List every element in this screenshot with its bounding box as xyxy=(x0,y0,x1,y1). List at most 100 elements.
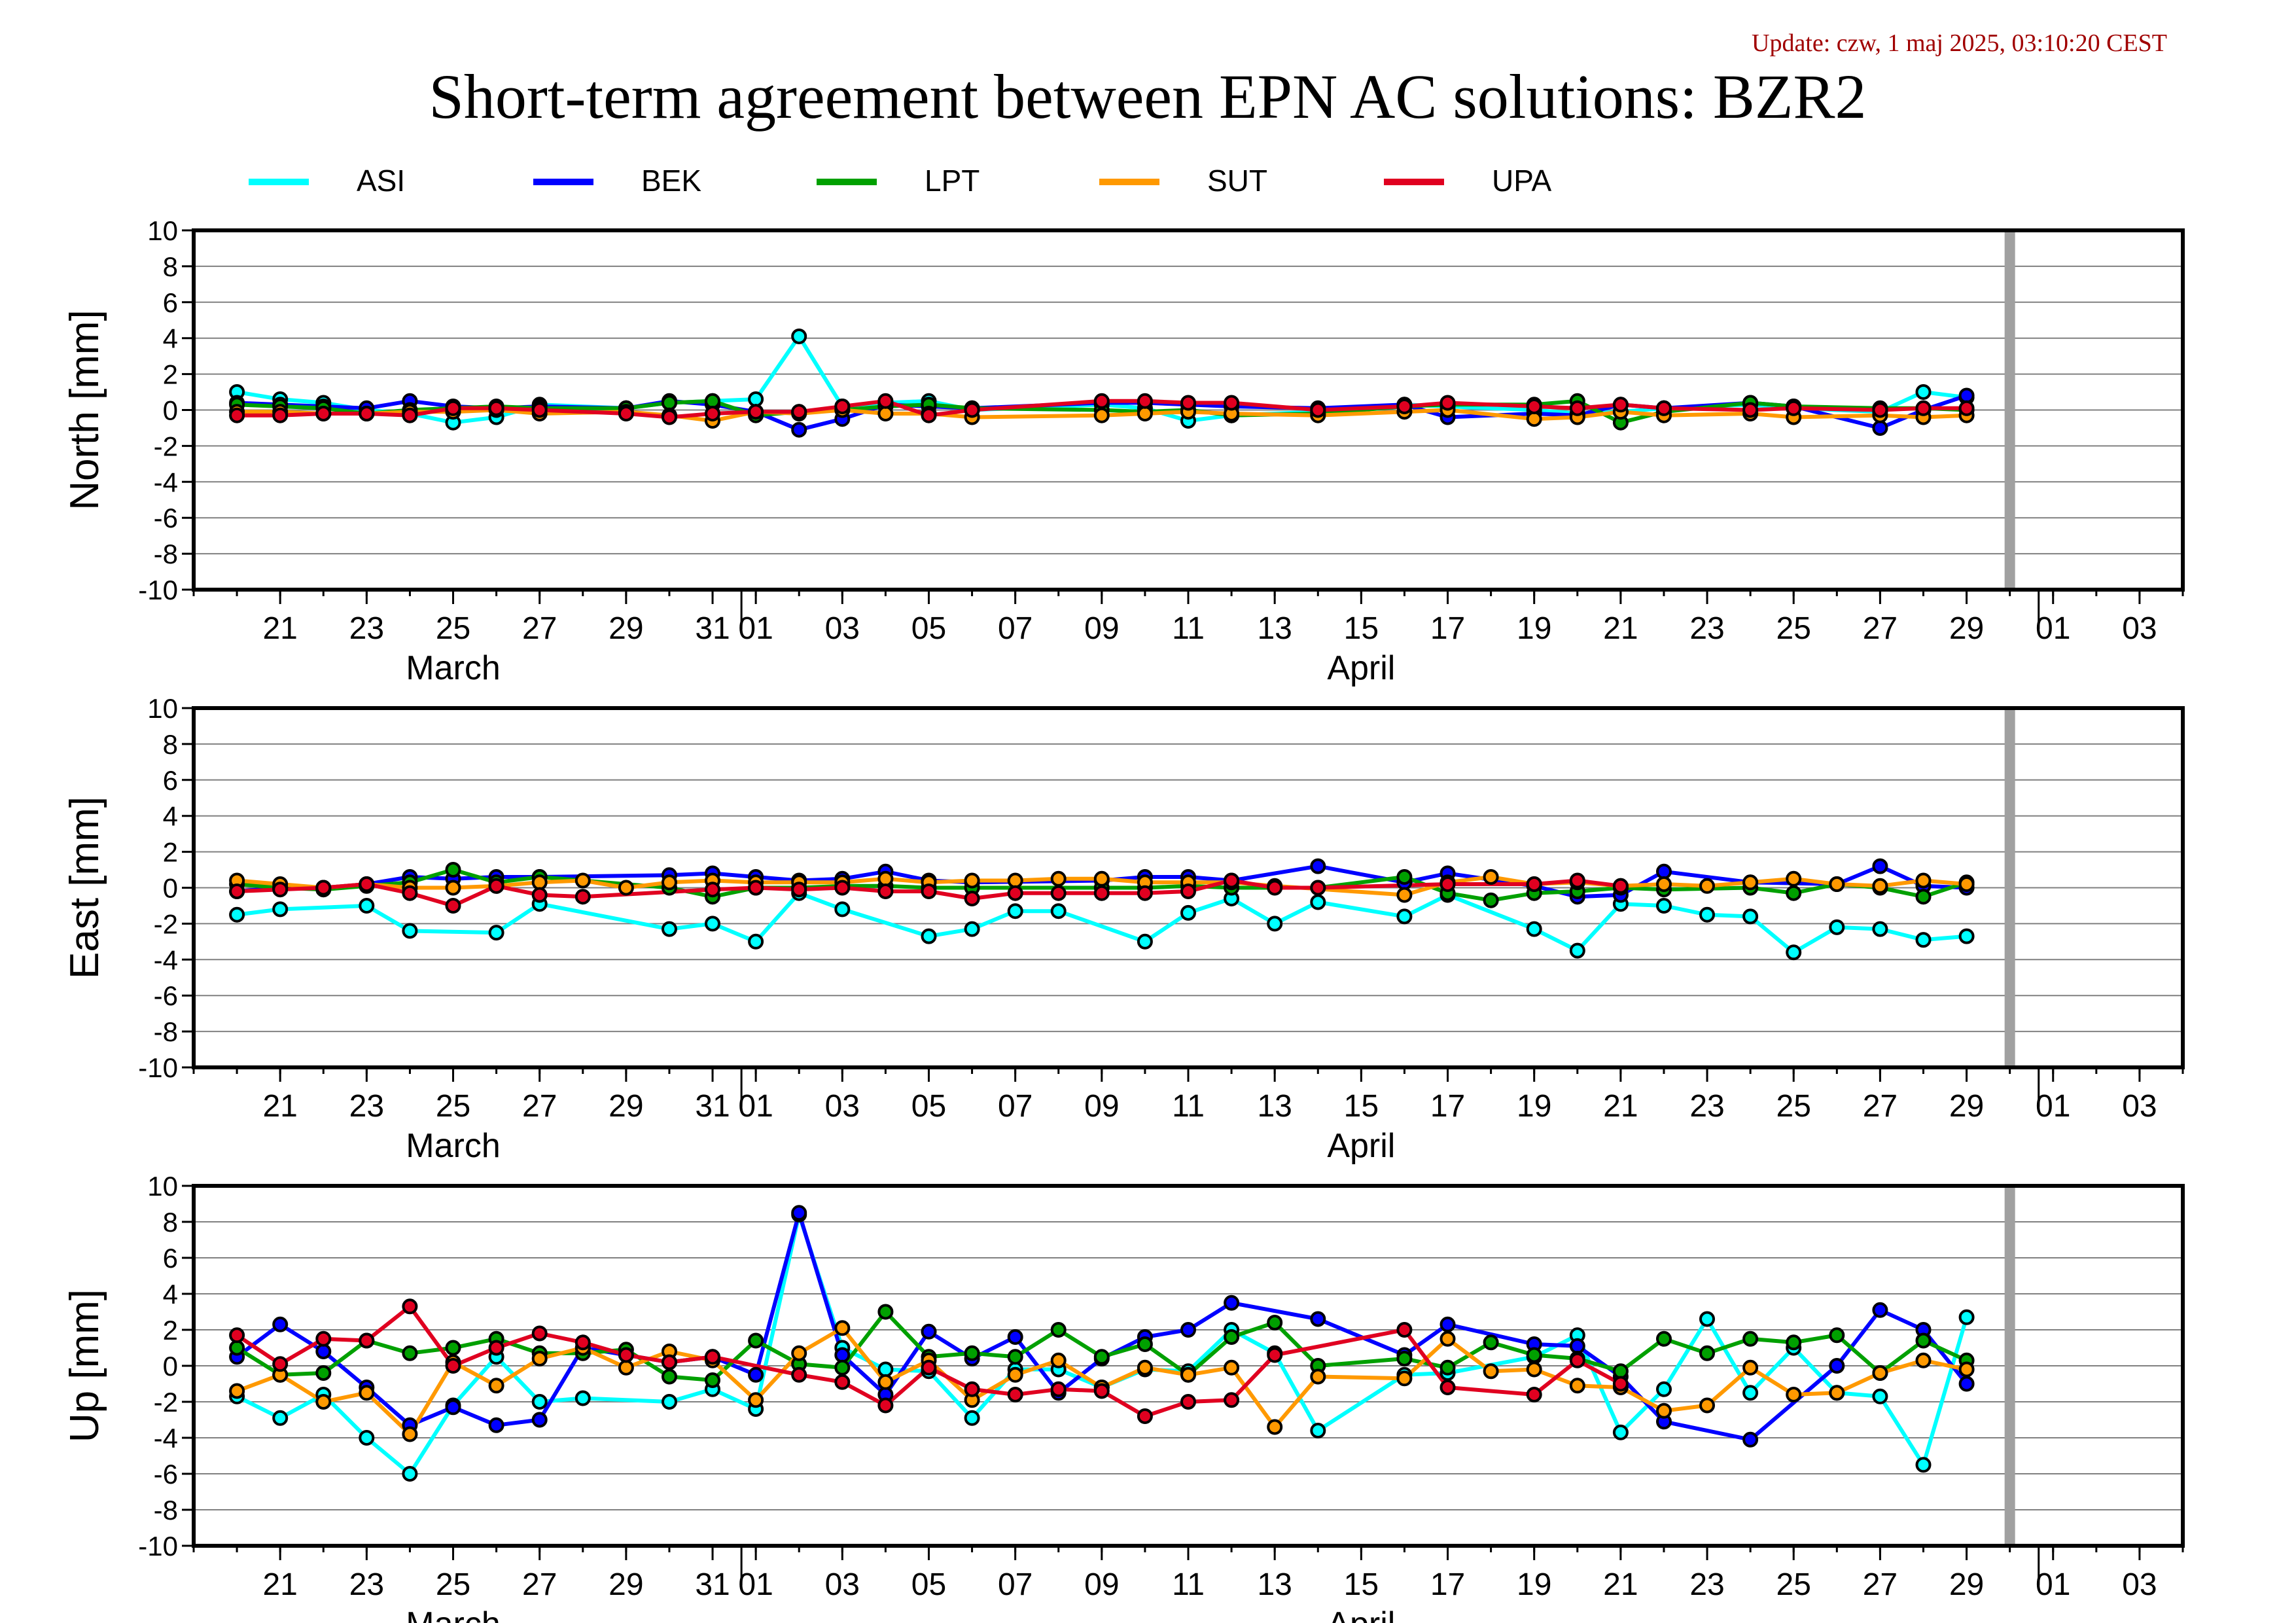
data-point-asi xyxy=(1007,903,1023,919)
y-tick-label: 0 xyxy=(163,1351,178,1382)
x-tick-label: 11 xyxy=(1172,1567,1205,1602)
data-point-bek xyxy=(1742,1431,1759,1448)
data-point-sut xyxy=(1829,1385,1845,1401)
x-tick-label: 31 xyxy=(695,1089,730,1124)
month-label-april: April xyxy=(1327,649,1395,687)
y-tick-label: 6 xyxy=(163,1243,178,1274)
data-point-bek xyxy=(791,1205,807,1221)
data-point-lpt xyxy=(1396,1351,1413,1366)
data-point-upa xyxy=(1396,399,1413,414)
data-point-upa xyxy=(1742,402,1759,418)
x-tick-label: 15 xyxy=(1344,1567,1379,1602)
data-point-upa xyxy=(1612,397,1629,413)
data-point-upa xyxy=(315,1330,332,1347)
x-tick-label: 07 xyxy=(998,611,1033,646)
data-point-upa xyxy=(1224,1392,1240,1408)
x-tick-label: 07 xyxy=(998,1567,1033,1602)
legend-label-asi: ASI xyxy=(357,164,405,198)
data-point-asi xyxy=(1872,1388,1888,1404)
x-tick-label: 21 xyxy=(262,1567,297,1602)
data-point-upa xyxy=(1612,878,1629,894)
y-tick-label: -6 xyxy=(154,503,178,533)
y-tick-label: -6 xyxy=(154,980,178,1011)
data-point-upa xyxy=(1137,393,1153,409)
data-point-bek xyxy=(445,1399,461,1416)
data-point-upa xyxy=(1569,400,1585,416)
data-point-upa xyxy=(531,402,548,418)
y-tick-label: -6 xyxy=(154,1459,178,1489)
data-point-bek xyxy=(1872,858,1888,874)
legend-label-sut: SUT xyxy=(1207,164,1267,198)
data-point-asi xyxy=(359,898,375,914)
data-point-sut xyxy=(1483,1363,1499,1380)
data-point-upa xyxy=(1007,1387,1023,1402)
data-point-sut xyxy=(1093,870,1110,887)
data-point-asi xyxy=(921,928,937,944)
y-axis-title: North [mm] xyxy=(62,310,107,510)
data-point-sut xyxy=(574,872,591,889)
data-point-bek xyxy=(488,1417,504,1433)
data-point-sut xyxy=(445,880,461,896)
x-tick-label: 15 xyxy=(1344,611,1379,646)
data-point-upa xyxy=(445,400,461,416)
data-point-upa xyxy=(1180,395,1196,411)
data-point-bek xyxy=(1569,1338,1585,1354)
update-timestamp: Update: czw, 1 maj 2025, 03:10:20 CEST xyxy=(1752,29,2167,57)
month-label-april: April xyxy=(1327,1605,1395,1623)
data-point-upa xyxy=(1224,872,1240,889)
data-point-sut xyxy=(1699,1397,1715,1414)
data-point-asi xyxy=(1310,894,1326,910)
data-point-upa xyxy=(1396,1322,1413,1338)
data-point-upa xyxy=(662,409,677,425)
data-point-upa xyxy=(445,1358,461,1374)
data-point-lpt xyxy=(1483,892,1499,908)
y-tick-label: 2 xyxy=(163,1315,178,1346)
data-point-bek xyxy=(272,1316,289,1332)
series-line-lpt xyxy=(236,1310,1968,1382)
x-tick-label: 27 xyxy=(522,1089,557,1124)
data-point-asi xyxy=(1137,933,1153,950)
month-label-march: March xyxy=(406,1127,500,1165)
y-tick-label: 10 xyxy=(147,1171,178,1202)
x-tick-label: 25 xyxy=(1776,1567,1811,1602)
data-point-sut xyxy=(1439,1330,1456,1347)
x-tick-label: 09 xyxy=(1084,1567,1119,1602)
data-point-upa xyxy=(1180,1394,1196,1410)
data-point-upa xyxy=(531,887,548,903)
data-point-sut xyxy=(531,874,548,891)
data-point-lpt xyxy=(1439,1359,1456,1376)
data-point-upa xyxy=(834,1374,851,1390)
y-tick-label: -2 xyxy=(154,1387,178,1418)
x-tick-label: 01 xyxy=(2036,1567,2070,1602)
data-point-upa xyxy=(964,402,980,418)
data-point-asi xyxy=(877,1361,894,1378)
x-tick-label: 25 xyxy=(1776,1089,1811,1124)
x-tick-label: 29 xyxy=(1949,1567,1984,1602)
data-point-upa xyxy=(1050,885,1067,901)
data-point-asi xyxy=(1656,1381,1672,1397)
data-point-lpt xyxy=(1699,1345,1715,1361)
data-point-sut xyxy=(315,1394,332,1410)
x-tick-label: 25 xyxy=(436,1567,470,1602)
data-point-upa xyxy=(618,1347,634,1363)
data-point-asi xyxy=(964,921,980,937)
x-tick-label: 11 xyxy=(1172,611,1205,646)
y-tick-label: 8 xyxy=(163,1207,178,1238)
legend-label-bek: BEK xyxy=(641,164,701,198)
y-tick-label: -10 xyxy=(138,575,178,605)
figure-title: Short-term agreement between EPN AC solu… xyxy=(429,62,1866,132)
x-tick-label: 21 xyxy=(1603,1567,1638,1602)
data-point-sut xyxy=(964,872,980,889)
x-tick-label: 03 xyxy=(2122,1089,2157,1124)
data-point-upa xyxy=(402,885,418,901)
data-point-upa xyxy=(359,1332,375,1349)
data-point-upa xyxy=(1137,1408,1153,1424)
data-point-bek xyxy=(1224,1294,1240,1311)
data-point-upa xyxy=(1267,1347,1283,1363)
data-point-sut xyxy=(1310,1368,1326,1385)
data-point-sut xyxy=(1958,1361,1975,1378)
data-point-sut xyxy=(1267,1419,1283,1435)
x-tick-label: 15 xyxy=(1344,1089,1379,1124)
